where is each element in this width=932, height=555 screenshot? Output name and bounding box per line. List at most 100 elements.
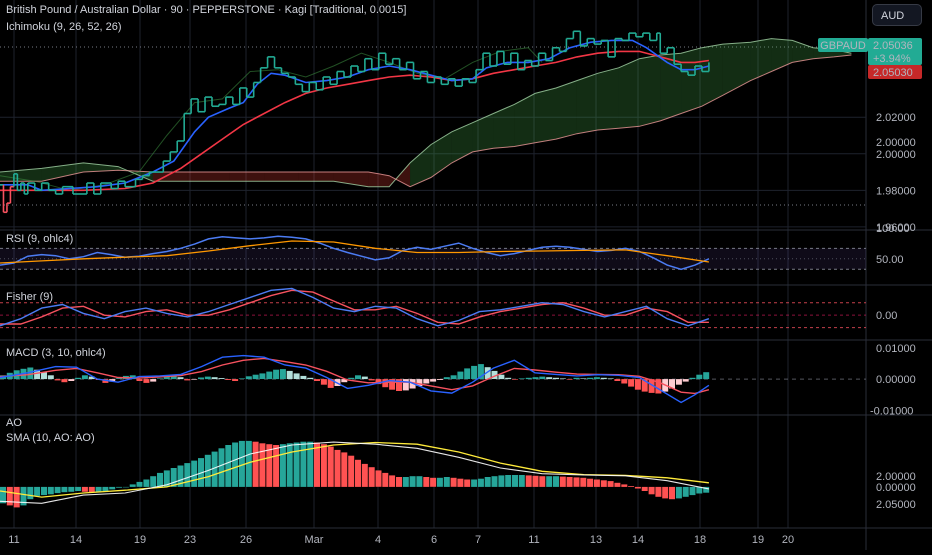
ao-histogram-bar [27, 486, 34, 500]
macd-histogram-bar [307, 377, 314, 380]
ao-histogram-bar [129, 484, 136, 487]
macd-histogram-bar [512, 379, 518, 380]
ao-histogram-bar [163, 470, 170, 487]
macd-histogram-bar [204, 376, 211, 380]
macd-histogram-bar [375, 379, 382, 385]
macd-histogram-bar [327, 379, 334, 388]
macd-histogram-bar [648, 379, 655, 393]
ao-histogram-bar [648, 486, 655, 495]
ao-histogram-bar [634, 486, 641, 489]
ao-histogram-bar [218, 448, 225, 487]
ao-histogram-bar [320, 444, 327, 487]
rsi-tick-label: 50.00 [876, 254, 904, 266]
time-tick-label: 18 [694, 534, 706, 546]
ao-histogram-bar [191, 460, 198, 487]
ao-histogram-bar [238, 440, 245, 487]
ao-histogram-bar [225, 445, 232, 487]
ichimoku-cloud-segment [229, 172, 265, 182]
ao-histogram-bar [20, 486, 27, 506]
ichimoku-label[interactable]: Ichimoku (9, 26, 52, 26) [6, 21, 122, 33]
ao-histogram-bar [696, 486, 703, 494]
ao-histogram-bar [573, 477, 580, 487]
ichimoku-cloud-segment [83, 162, 119, 173]
ao-histogram-bar [402, 477, 409, 487]
macd-histogram-bar [252, 374, 259, 380]
macd-tick-label: 0.01000 [876, 343, 916, 355]
ichimoku-cloud-segment [514, 93, 536, 147]
rsi-ma-line [0, 240, 709, 264]
macd-histogram-bar [341, 379, 348, 383]
rsi-tick-label: 100.00 [876, 223, 910, 235]
ao-histogram-bar [546, 476, 553, 487]
ao-histogram-bar [587, 478, 594, 487]
ao-histogram-bar [81, 486, 88, 492]
macd-histogram-bar [477, 364, 484, 380]
macd-histogram-bar [696, 374, 703, 380]
ao-histogram-bar [409, 476, 416, 487]
ao-histogram-bar [382, 472, 389, 487]
time-tick-label: 23 [184, 534, 196, 546]
ao-histogram-bar [314, 442, 320, 487]
ao-histogram-bar [266, 444, 273, 487]
macd-histogram-bar [430, 379, 437, 382]
macd-histogram-bar [498, 374, 505, 380]
ao-histogram-bar [559, 476, 566, 487]
ao-histogram-bar [580, 477, 587, 487]
macd-histogram-bar [320, 379, 327, 385]
last-price-badge [868, 38, 922, 65]
macd-histogram-bar [436, 379, 443, 380]
ao-histogram-bar [607, 481, 614, 487]
ichimoku-cloud-segment [618, 58, 640, 129]
ao-histogram-bar [477, 478, 484, 487]
ao-histogram-bar [232, 442, 239, 487]
macd-histogram-bar [61, 379, 68, 383]
ao-histogram-bar [614, 482, 621, 487]
currency-button[interactable]: AUD [872, 4, 922, 26]
ao-histogram-bar [361, 463, 368, 487]
ao-histogram-bar [348, 455, 355, 487]
time-tick-label: Mar [305, 534, 324, 546]
ichimoku-cloud-segment [535, 87, 556, 143]
ao-histogram-bar [293, 442, 300, 487]
ao-histogram-bar [150, 476, 157, 487]
ao-histogram-bar [211, 451, 218, 487]
macd-histogram-bar [566, 379, 573, 380]
ichimoku-cloud-segment [771, 38, 793, 72]
ao-histogram-bar [682, 486, 689, 497]
macd-histogram-bar [553, 377, 559, 380]
ao-histogram-bar [621, 484, 628, 487]
ichimoku-cloud-segment [576, 73, 598, 134]
macd-histogram-bar [491, 370, 498, 379]
time-tick-label: 19 [134, 534, 146, 546]
macd-histogram-bar [396, 379, 402, 391]
macd-histogram-bar [143, 379, 150, 383]
macd-histogram-bar [573, 377, 580, 380]
ao-histogram-bar [669, 486, 675, 500]
ao-histogram-bar [68, 486, 75, 492]
ao-histogram-bar [525, 475, 532, 487]
macd-histogram-bar [607, 378, 614, 379]
time-tick-label: 14 [632, 534, 644, 546]
macd-histogram-bar [54, 379, 61, 381]
macd-histogram-bar [348, 377, 355, 380]
macd-histogram-bar [129, 375, 136, 380]
ichimoku-cloud-segment [264, 172, 299, 182]
ao-histogram-bar [75, 486, 82, 491]
time-tick-label: 13 [590, 534, 602, 546]
macd-histogram-bar [546, 377, 553, 380]
ao-histogram-bar [375, 470, 382, 487]
ichimoku-cloud-segment [451, 122, 473, 163]
macd-histogram-bar [505, 377, 512, 380]
time-tick-label: 20 [782, 534, 794, 546]
ao-histogram-bar [34, 486, 41, 496]
leading-span-b [0, 54, 852, 188]
ao-histogram-bar [675, 486, 682, 499]
fisher-trigger-line [0, 289, 709, 325]
macd-histogram-bar [163, 376, 170, 380]
ao-histogram-bar [641, 486, 648, 491]
ao-histogram-bar [252, 441, 259, 487]
ao-histogram-bar [512, 475, 518, 487]
macd-histogram-bar [177, 377, 184, 380]
